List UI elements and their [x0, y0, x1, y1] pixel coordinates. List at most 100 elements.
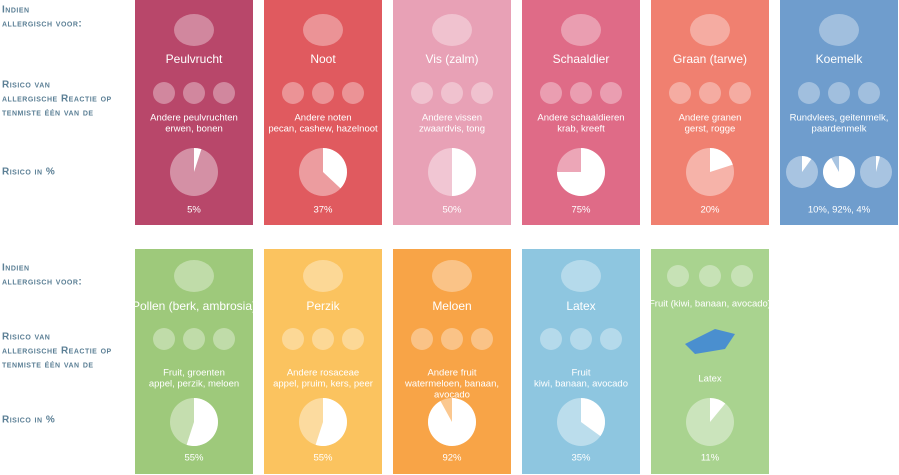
- risk-label: 20%: [700, 205, 720, 216]
- card-text: krab, kreeft: [557, 124, 605, 135]
- illustration: [312, 82, 334, 104]
- illustration: [731, 265, 753, 287]
- card: [264, 0, 382, 225]
- risk-label: 35%: [571, 453, 591, 464]
- illustration: [303, 14, 343, 46]
- card-text: erwen, bonen: [165, 124, 223, 135]
- side-label: allergische Reactie op: [2, 346, 112, 357]
- side-label: Risico in %: [2, 167, 55, 178]
- card-text: Latex: [698, 374, 721, 385]
- risk-label: 37%: [313, 205, 333, 216]
- side-label: Risico van: [2, 332, 50, 343]
- illustration: [312, 328, 334, 350]
- pie-slice: [194, 148, 202, 172]
- illustration: [441, 82, 463, 104]
- card-text: Andere granen: [679, 113, 742, 124]
- illustration: [540, 328, 562, 350]
- card: [651, 0, 769, 225]
- card-text: appel, pruim, kers, peer: [273, 379, 373, 390]
- pie-slice: [581, 398, 605, 437]
- illustration: [819, 14, 859, 46]
- card-text: Fruit, groenten: [163, 368, 225, 379]
- card-title: Graan (tarwe): [673, 52, 747, 66]
- card-text: zwaardvis, tong: [419, 124, 485, 135]
- risk-label: 55%: [184, 453, 204, 464]
- risk-label: 92%: [442, 453, 462, 464]
- side-label: Risico in %: [2, 415, 55, 426]
- illustration: [828, 82, 850, 104]
- card-title: Peulvrucht: [166, 52, 223, 66]
- illustration: [342, 328, 364, 350]
- illustration: [432, 14, 472, 46]
- illustration: [213, 82, 235, 104]
- illustration: [570, 328, 592, 350]
- pie-slice: [557, 148, 605, 196]
- side-label: tenmiste één van de: [2, 360, 94, 371]
- card-text: Rundvlees, geitenmelk,: [790, 113, 889, 124]
- side-label: Risico van: [2, 80, 50, 91]
- illustration: [699, 265, 721, 287]
- card-text: gerst, rogge: [685, 124, 736, 135]
- side-label: allergisch voor:: [2, 277, 82, 288]
- illustration: [411, 82, 433, 104]
- illustration: [561, 260, 601, 292]
- card-text: avocado: [434, 390, 470, 401]
- card-title: Vis (zalm): [425, 52, 478, 66]
- illustration: [570, 82, 592, 104]
- card: [651, 249, 769, 474]
- pie-slice: [186, 398, 219, 446]
- illustration: [303, 260, 343, 292]
- risk-label: 5%: [187, 205, 201, 216]
- pie-slice: [876, 156, 880, 172]
- pie-slice: [823, 156, 856, 188]
- illustration: [441, 328, 463, 350]
- illustration: [183, 82, 205, 104]
- illustration: [153, 82, 175, 104]
- card: [522, 249, 640, 474]
- illustration: [183, 328, 205, 350]
- side-label: Indien: [2, 5, 30, 16]
- card-title: Koemelk: [816, 52, 864, 66]
- illustration: [342, 82, 364, 104]
- card-title: Perzik: [306, 299, 340, 313]
- pie-slice: [323, 148, 347, 189]
- card: [135, 0, 253, 225]
- card-text: Andere vissen: [422, 113, 482, 124]
- pie-slice: [452, 148, 476, 196]
- card-title: Schaaldier: [553, 52, 610, 66]
- illustration: [213, 328, 235, 350]
- risk-label: 55%: [313, 453, 333, 464]
- illustration: [600, 82, 622, 104]
- illustration: [153, 328, 175, 350]
- card-title: Noot: [310, 52, 336, 66]
- illustration: [432, 260, 472, 292]
- card-text: Andere peulvruchten: [150, 113, 238, 124]
- risk-label: 75%: [571, 205, 591, 216]
- side-label: allergische Reactie op: [2, 94, 112, 105]
- illustration: [174, 14, 214, 46]
- card-text: watermeloen, banaan,: [404, 379, 499, 390]
- side-label: tenmiste één van de: [2, 108, 94, 119]
- illustration: [411, 328, 433, 350]
- illustration: [798, 82, 820, 104]
- illustration: [282, 82, 304, 104]
- card-text: appel, perzik, meloen: [149, 379, 239, 390]
- risk-label: 11%: [701, 453, 720, 464]
- card-text: Andere noten: [294, 113, 351, 124]
- pie-slice: [710, 398, 726, 422]
- illustration: [858, 82, 880, 104]
- card-text: Fruit (kiwi, banaan, avocado): [649, 299, 771, 310]
- illustration: [561, 14, 601, 46]
- side-label: Indien: [2, 263, 30, 274]
- illustration: [471, 328, 493, 350]
- illustration: [669, 82, 691, 104]
- card-title: Latex: [566, 299, 595, 313]
- card-text: kiwi, banaan, avocado: [534, 379, 628, 390]
- pie-slice: [802, 156, 812, 172]
- card-title: Pollen (berk, ambrosia): [132, 299, 256, 313]
- illustration: [282, 328, 304, 350]
- illustration: [174, 260, 214, 292]
- illustration: [600, 328, 622, 350]
- card-text: Andere rosaceae: [287, 368, 359, 379]
